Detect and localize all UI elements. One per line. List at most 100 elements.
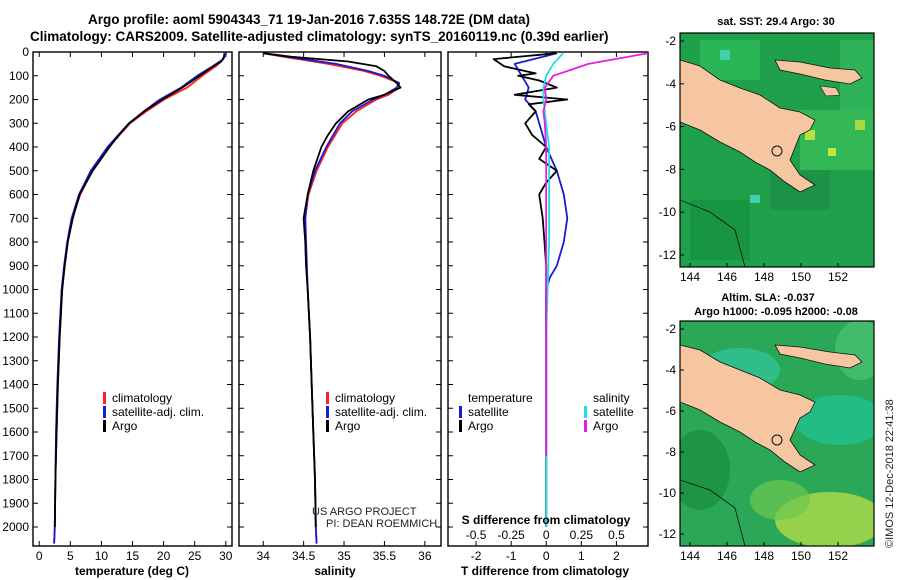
x-tick-label: 1 [578,549,585,563]
diff-legend-s-argo: Argo [593,419,619,433]
sst-map [679,32,875,268]
series-line-argo [53,53,226,528]
depth-tick-label: 200 [9,93,29,107]
depth-tick-label: 1900 [2,496,29,510]
sst-map-title: sat. SST: 29.4 Argo: 30 [717,16,835,28]
s-difference-label: S difference from climatology [462,513,631,527]
x-tick-label: 2 [613,549,620,563]
sla-map-title-1: Altim. SLA: -0.037 [721,292,815,304]
series-line-satellite-adj-clim- [263,52,400,544]
salinity-legend: climatology satellite-adj. clim. Argo [326,391,427,433]
salinity-xlabel: salinity [314,564,356,578]
legend-satellite: satellite-adj. clim. [112,405,204,419]
diff-legend-swatch-s-argo [584,420,587,432]
diff-legend-t-satellite: satellite [468,405,509,419]
s-tick-label: -0.5 [466,528,487,542]
sal-legend-swatch-satellite [326,406,329,418]
x-tick-label: 5 [67,549,74,563]
header-line-1: Argo profile: aoml 5904343_71 19-Jan-201… [88,12,530,27]
temperature-ticks: 0100200300400500600700800900100011001200… [2,45,232,563]
map-y-tick-label: -12 [659,527,677,541]
sal-legend-argo: Argo [335,419,361,433]
x-tick-label: 35.5 [373,549,397,563]
map-x-tick-label: 150 [791,270,811,284]
depth-tick-label: 1500 [2,401,29,415]
legend-swatch-satellite [103,406,106,418]
sla-argo-marker [771,434,783,446]
depth-tick-label: 1600 [2,425,29,439]
salinity-panel-frame [238,51,442,547]
map-y-tick-label: -10 [659,486,677,500]
map-x-tick-label: 144 [680,549,700,563]
map-y-tick-label: -12 [659,248,677,262]
diff-legend-s-satellite: satellite [593,405,634,419]
diff-legend-temperature-title: temperature [468,391,533,405]
diff-legend-swatch-s-satellite [584,406,587,418]
sal-legend-swatch-climatology [326,392,329,404]
depth-tick-label: 800 [9,235,29,249]
temperature-legend: climatology satellite-adj. clim. Argo [103,391,204,433]
imos-stamp: ©IMOS 12-Dec-2018 22:41:38 [884,399,896,548]
sal-legend-swatch-argo [326,420,329,432]
temperature-xlabel: temperature (deg C) [75,564,189,578]
sla-map-title-2: Argo h1000: -0.095 h2000: -0.08 [694,306,858,318]
sla-map [679,320,875,547]
depth-tick-label: 1700 [2,449,29,463]
sst-argo-marker [771,145,783,157]
diff-legend-swatch-t-argo [459,420,462,432]
pi-credit: PI: DEAN ROEMMICH [326,518,437,530]
difference-panel-frame [447,51,649,547]
map-x-tick-label: 152 [828,549,848,563]
depth-tick-label: 1000 [2,283,29,297]
depth-tick-label: 1100 [3,306,29,320]
map-x-tick-label: 150 [791,549,811,563]
x-tick-label: 36 [418,549,432,563]
x-tick-label: 20 [157,549,171,563]
x-tick-label: 0 [36,549,43,563]
temperature-panel-frame [32,51,233,547]
sal-legend-satellite: satellite-adj. clim. [335,405,427,419]
x-tick-label: 34.5 [292,549,316,563]
x-tick-label: 35 [337,549,351,563]
map-y-tick-label: -2 [665,322,676,336]
map-x-tick-label: 148 [754,549,774,563]
series-line-temperature-argo [492,52,569,527]
sla-land-new-guinea [680,344,816,473]
series-line-climatology [263,52,400,544]
map-y-tick-label: -2 [665,34,676,48]
map-x-tick-label: 148 [754,270,774,284]
map-y-tick-label: -4 [665,77,676,91]
project-credit: US ARGO PROJECT [312,506,417,518]
depth-tick-label: 400 [9,140,29,154]
depth-tick-label: 900 [9,259,29,273]
sla-land-new-britain [774,344,863,369]
sst-land-new-britain [774,59,863,85]
s-tick-label: -0.25 [497,528,525,542]
s-tick-label: 0.25 [570,528,594,542]
diff-legend-t-argo: Argo [468,419,494,433]
legend-swatch-argo [103,420,106,432]
legend-swatch-climatology [103,392,106,404]
map-y-tick-label: -8 [665,445,676,459]
series-line-salinity-argo [542,52,649,456]
depth-tick-label: 1800 [2,473,29,487]
difference-ticks: -2 -1 0 1 2 -0.5 -0.25 0 0.25 0.5 [448,51,648,563]
x-tick-label: 34 [257,549,271,563]
s-tick-label: 0.5 [608,528,625,542]
series-line-satellite-adj-clim- [53,52,228,544]
legend-climatology: climatology [112,391,172,405]
sst-land-new-guinea [680,59,816,193]
header-line-2: Climatology: CARS2009. Satellite-adjuste… [30,29,608,44]
legend-argo: Argo [112,419,138,433]
sla-map-ticks: 144 146 148 150 152 -2 -4 -6 -8 -10 -12 [659,322,849,563]
x-tick-label: 15 [126,549,140,563]
x-tick-label: 30 [219,549,233,563]
series-line-temperature-satellite [513,52,569,527]
depth-tick-label: 600 [9,188,29,202]
x-tick-label: 0 [543,549,550,563]
map-x-tick-label: 146 [717,270,737,284]
x-tick-label: -1 [506,549,517,563]
depth-tick-label: 1200 [2,330,29,344]
depth-tick-label: 300 [9,116,29,130]
diff-legend-swatch-t-satellite [459,406,462,418]
